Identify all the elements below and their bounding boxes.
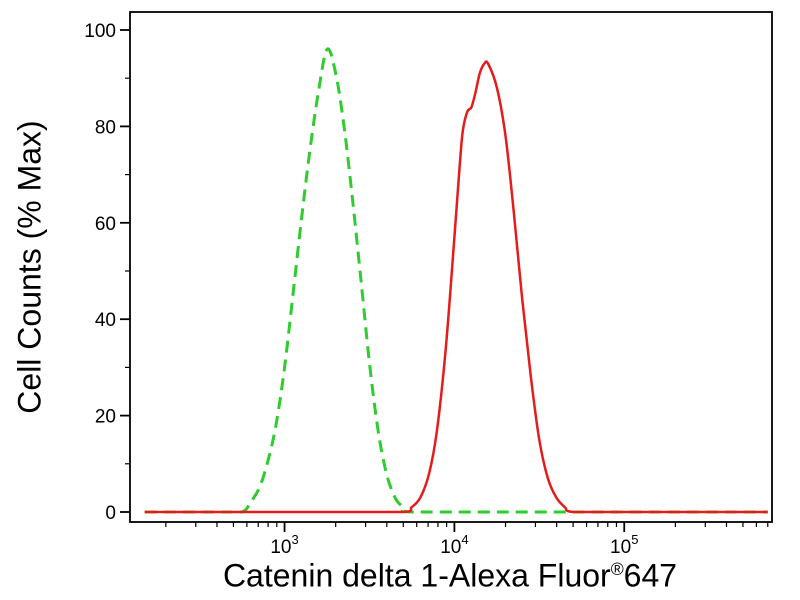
y-tick-label: 40: [95, 310, 116, 331]
y-tick-label: 100: [84, 21, 116, 42]
x-axis-title: Catenin delta 1-Alexa Fluor®647: [223, 558, 677, 595]
x-axis-title-suffix: 647: [623, 557, 678, 594]
y-tick-label: 0: [105, 503, 116, 524]
y-axis-title: Cell Counts (% Max): [11, 120, 48, 414]
y-tick-label: 20: [95, 407, 116, 428]
x-tick-label: 104: [440, 532, 468, 558]
y-tick-label: 80: [95, 117, 116, 138]
curve-green-dashed: [144, 47, 768, 514]
x-tick-label: 103: [270, 532, 298, 558]
registered-trademark-icon: ®: [610, 558, 624, 579]
x-axis-title-main: Catenin delta 1-Alexa Fluor: [222, 557, 611, 594]
y-tick-label: 60: [95, 214, 116, 235]
curve-red-solid: [144, 60, 768, 514]
plot-border: [129, 11, 773, 523]
x-tick-label: 105: [610, 532, 638, 558]
